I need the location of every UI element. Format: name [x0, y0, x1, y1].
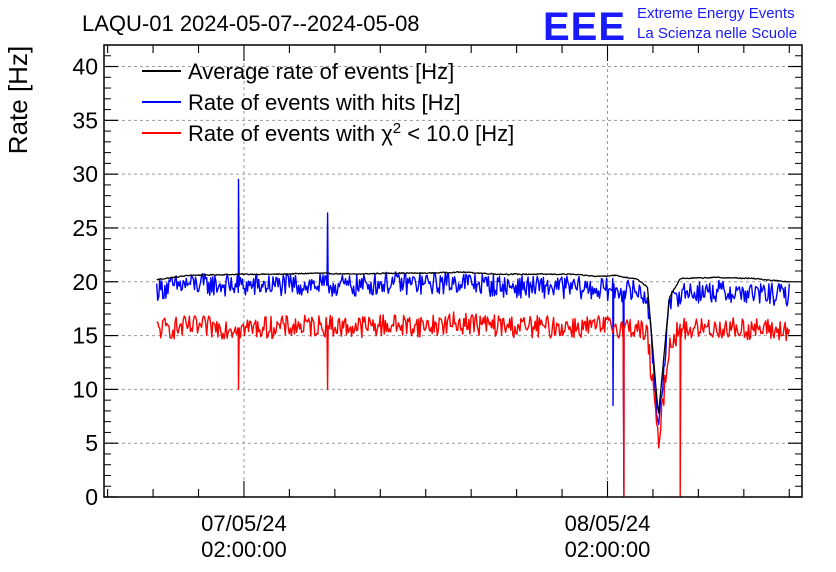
y-tick-label: 0: [85, 484, 98, 510]
y-axis-label: Rate [Hz]: [3, 46, 33, 154]
x-tick-label-time: 02:00:00: [565, 537, 651, 562]
x-tick-label-date: 08/05/24: [565, 511, 651, 536]
series-line-2: [156, 311, 790, 498]
eee-logo-mark: EEE: [543, 5, 626, 49]
y-tick-label: 20: [72, 269, 98, 295]
x-tick-label-time: 02:00:00: [201, 537, 287, 562]
y-tick-label: 15: [72, 323, 98, 349]
eee-logo: EEE Extreme Energy Events La Scienza nel…: [543, 5, 797, 49]
y-tick-label: 40: [72, 54, 98, 80]
legend-label: Average rate of events [Hz]: [188, 59, 454, 84]
eee-logo-line2: La Scienza nelle Scuole: [637, 25, 797, 42]
chart-title: LAQU-01 2024-05-07--2024-05-08: [82, 11, 420, 36]
x-tick-label-date: 07/05/24: [201, 511, 287, 536]
series-layer: [156, 178, 790, 498]
y-tick-label: 35: [72, 107, 98, 133]
legend: Average rate of events [Hz] Rate of event…: [142, 59, 514, 146]
legend-label: Rate of events with hits [Hz]: [188, 90, 461, 115]
y-tick-label: 5: [85, 430, 98, 456]
series-line-1: [156, 178, 790, 496]
legend-label: Rate of events with χ2 < 10.0 [Hz]: [188, 120, 514, 147]
y-tick-label: 25: [72, 215, 98, 241]
y-axis: 0 5 10 15 20 25 30 35 40: [72, 44, 802, 510]
series-line-0: [156, 271, 790, 414]
y-tick-label: 30: [72, 161, 98, 187]
y-tick-label: 10: [72, 376, 98, 402]
eee-logo-line1: Extreme Energy Events: [637, 5, 795, 22]
